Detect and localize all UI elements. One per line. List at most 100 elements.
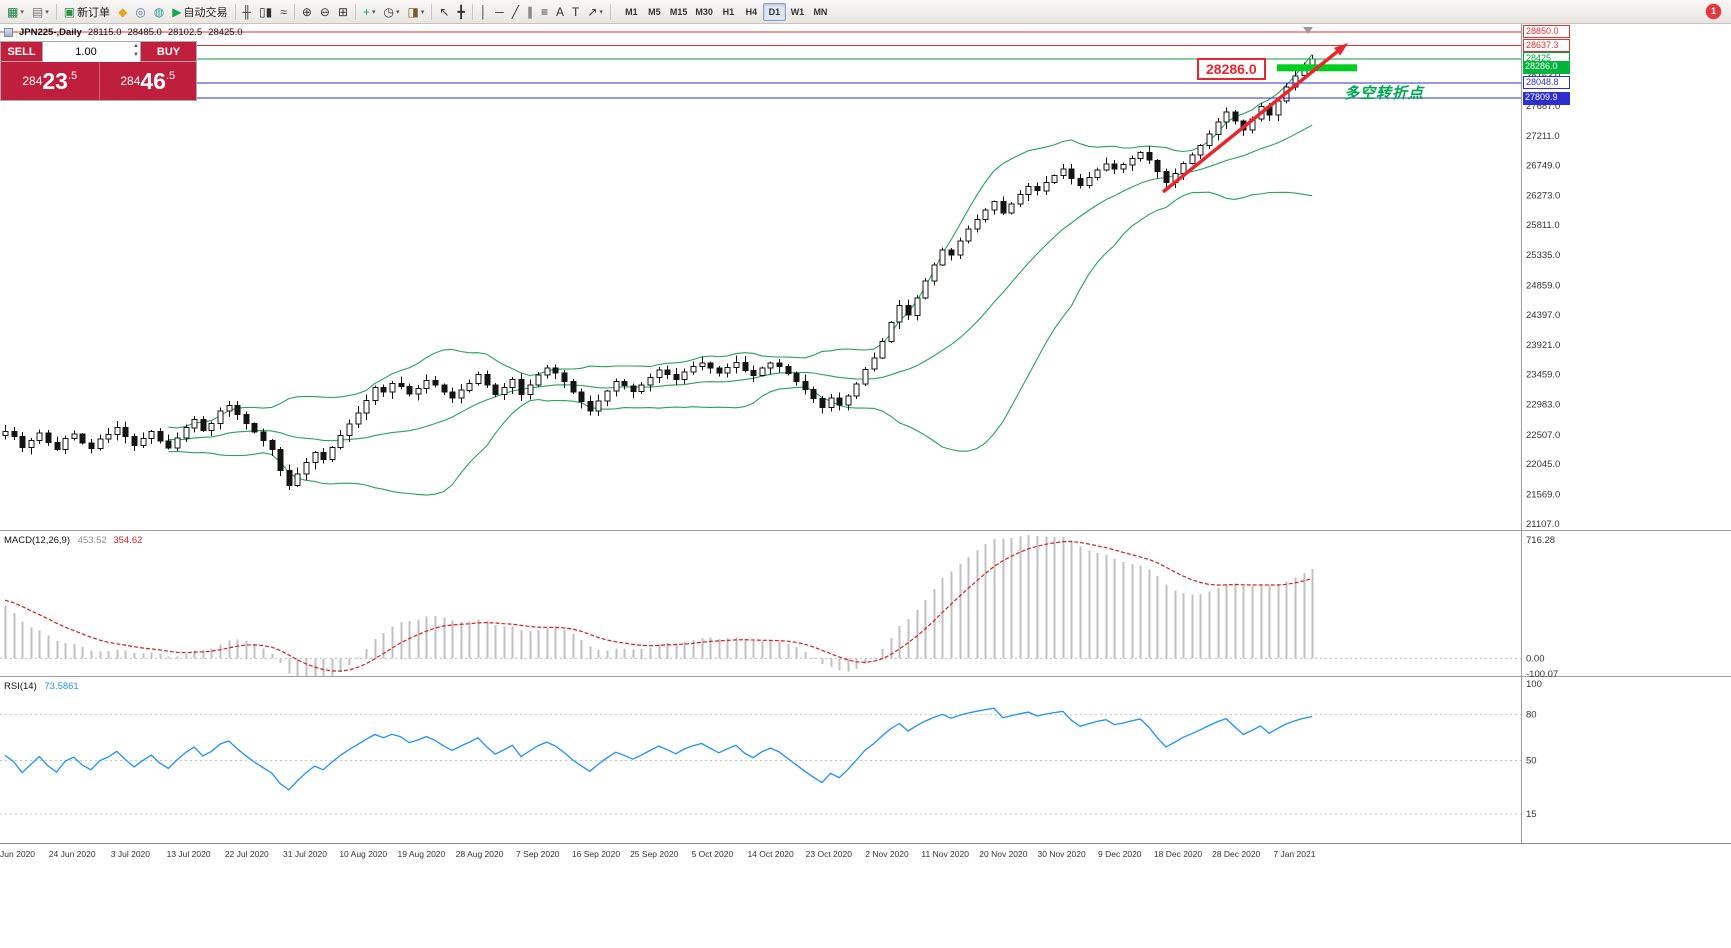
sell-price-big: 23 xyxy=(42,67,68,94)
text-label-button[interactable]: T xyxy=(568,2,583,22)
indicators-button[interactable]: + ▾ xyxy=(359,2,380,22)
dropdown-caret-icon: ▾ xyxy=(20,8,24,16)
spinner-down-icon[interactable]: ▼ xyxy=(133,52,139,58)
text-button[interactable]: A xyxy=(552,2,568,22)
rsi-axis-label: 15 xyxy=(1526,809,1537,820)
timeframe-m5[interactable]: M5 xyxy=(648,6,661,17)
arrows-tool-button[interactable]: ↗ ▾ xyxy=(583,2,607,22)
options-button[interactable]: ◎ xyxy=(131,2,149,22)
price-tick-label: 23921.0 xyxy=(1526,340,1560,351)
chart-icon xyxy=(4,28,13,37)
volume-spinner[interactable]: ▲ ▼ xyxy=(133,42,139,60)
horizontal-line-button[interactable]: ─ xyxy=(491,2,508,22)
trend-arrow-line[interactable] xyxy=(1161,46,1343,194)
date-label: 20 Nov 2020 xyxy=(979,849,1028,859)
turning-point-note[interactable]: 多空转折点 xyxy=(1344,85,1425,102)
chart-canvas[interactable]: 28163.0 27687.0 27211.0 26749.0 26273.0 25811… xyxy=(0,24,1731,948)
crosshair-button[interactable]: ╋ xyxy=(453,2,468,22)
chart-shift-marker[interactable] xyxy=(1303,27,1313,34)
line-chart-mode-button[interactable]: ≈ xyxy=(276,2,291,22)
periods-icon: ◷ xyxy=(383,4,395,19)
timeframe-m1[interactable]: M1 xyxy=(625,6,638,17)
equidistant-channel-button[interactable]: ∥ xyxy=(523,2,537,22)
autotrading-label: 自动交易 xyxy=(183,6,228,19)
date-label: 3 Jul 2020 xyxy=(110,849,151,859)
cursor-button[interactable]: ↖ xyxy=(435,2,453,22)
toolbar-buttons: ▦ ▾ ▤ ▾ ▣ 新订单 ◆ ◎ ◍ ▶ 自动交易 ╫ ▯▮ ≈ ⊕ ⊖ ⊞ + ▾ ◷ ▾ ◨ ▾ ↖ ╋ │ ─ ╱ ∥ ≡ A T ↗ ▾ xyxy=(3,0,614,24)
trend-line-button[interactable]: ╱ xyxy=(508,2,523,22)
timeframe-w1[interactable]: W1 xyxy=(790,6,805,17)
support-line-2-price-label: 27809.9 xyxy=(1523,91,1570,105)
symbol-period-label: JPN225-,Daily xyxy=(19,27,82,38)
price-tick-label: 26273.0 xyxy=(1526,191,1560,202)
price-tick-label: 24397.0 xyxy=(1526,310,1560,321)
timeframe-h4[interactable]: H4 xyxy=(745,6,758,17)
price-annotation[interactable]: 28286.0 xyxy=(1197,58,1266,80)
notification-badge[interactable]: 1 xyxy=(1706,4,1721,19)
date-label: 5 Jun 2020 xyxy=(0,849,36,859)
volume-input[interactable] xyxy=(43,42,140,62)
vertical-line-button[interactable]: │ xyxy=(476,2,492,22)
date-label: 16 Sep 2020 xyxy=(571,849,621,859)
profiles-button[interactable]: ▤ ▾ xyxy=(28,2,53,22)
buy-button[interactable]: BUY xyxy=(141,42,196,61)
timeframe-mn[interactable]: MN xyxy=(813,6,828,17)
indicators-icon: + xyxy=(363,4,371,19)
dropdown-caret-icon: ▾ xyxy=(420,8,425,16)
bar-chart-mode-button[interactable]: ╫ xyxy=(239,2,256,22)
web-terminal-button[interactable]: ◍ xyxy=(150,2,168,22)
date-label: 19 Aug 2020 xyxy=(397,849,446,859)
date-label: 25 Sep 2020 xyxy=(630,849,679,859)
timeframe-h1[interactable]: H1 xyxy=(722,6,735,17)
candle-chart-mode-icon: ▯▮ xyxy=(259,4,273,19)
date-label: 11 Nov 2020 xyxy=(921,849,969,859)
macd-name: MACD(12,26,9) xyxy=(4,535,70,546)
cursor-icon: ↖ xyxy=(439,4,450,19)
quote-line: JPN225-,Daily 28115.0 28485.0 28102.5 28… xyxy=(4,27,243,38)
macd-signal-value: 354.62 xyxy=(113,535,143,546)
price-tick-label: 23459.0 xyxy=(1526,369,1560,380)
profiles-icon: ▤ xyxy=(31,4,44,19)
tile-windows-button[interactable]: ⊞ xyxy=(334,2,352,22)
date-label: 5 Oct 2020 xyxy=(691,849,734,859)
axis-labels: 28163.0 27687.0 27211.0 26749.0 26273.0 25811… xyxy=(1526,71,1560,820)
toolbar-separator xyxy=(355,3,357,20)
zoom-out-button[interactable]: ⊖ xyxy=(316,2,334,22)
candles xyxy=(2,55,1316,491)
new-order-icon: ▣ xyxy=(63,4,76,19)
sell-price-prefix: 284 xyxy=(22,74,43,88)
zoom-in-icon: ⊕ xyxy=(301,4,312,19)
autotrading-button[interactable]: ▶ 自动交易 xyxy=(168,2,231,22)
price-tick-label: 21107.0 xyxy=(1526,519,1560,530)
date-label: 7 Sep 2020 xyxy=(516,849,560,859)
buy-price-display[interactable]: 284 46.5 xyxy=(98,62,196,100)
object-lines[interactable] xyxy=(0,31,1521,99)
sell-price-display[interactable]: 284 23.5 xyxy=(1,62,99,100)
price-tick-label: 22507.0 xyxy=(1526,430,1560,441)
tile-windows-icon: ⊞ xyxy=(337,4,349,19)
metaeditor-button[interactable]: ◆ xyxy=(114,2,131,22)
rsi-axis-label: 50 xyxy=(1526,756,1537,767)
zoom-in-button[interactable]: ⊕ xyxy=(298,2,316,22)
fibonacci-button[interactable]: ≡ xyxy=(537,2,552,22)
timeframe-m30[interactable]: M30 xyxy=(695,6,713,17)
new-order-button[interactable]: ▣ 新订单 xyxy=(60,2,114,22)
candle-chart-mode-button[interactable]: ▯▮ xyxy=(255,2,276,22)
trend-arrow-head[interactable] xyxy=(1333,43,1348,56)
new-chart-button[interactable]: ▦ ▾ xyxy=(3,2,28,22)
templates-button[interactable]: ◨ ▾ xyxy=(404,2,429,22)
periods-button[interactable]: ◷ ▾ xyxy=(380,2,404,22)
date-label: 22 Jul 2020 xyxy=(224,849,269,859)
timeframe-m15[interactable]: M15 xyxy=(669,6,688,17)
support-line-1-price-label: 28048.8 xyxy=(1523,76,1570,90)
rsi-value: 73.5861 xyxy=(44,681,79,692)
options-icon: ◎ xyxy=(135,4,146,19)
price-tick-label: 27687.0 xyxy=(1526,101,1560,112)
text-icon: A xyxy=(555,4,564,19)
buy-price-big: 46 xyxy=(140,67,166,94)
price-tick-label: 26749.0 xyxy=(1526,160,1560,171)
quote-close: 28425.0 xyxy=(208,27,243,38)
timeframe-d1[interactable]: D1 xyxy=(762,2,786,21)
spinner-up-icon[interactable]: ▲ xyxy=(133,43,139,49)
sell-button[interactable]: SELL xyxy=(1,42,42,61)
